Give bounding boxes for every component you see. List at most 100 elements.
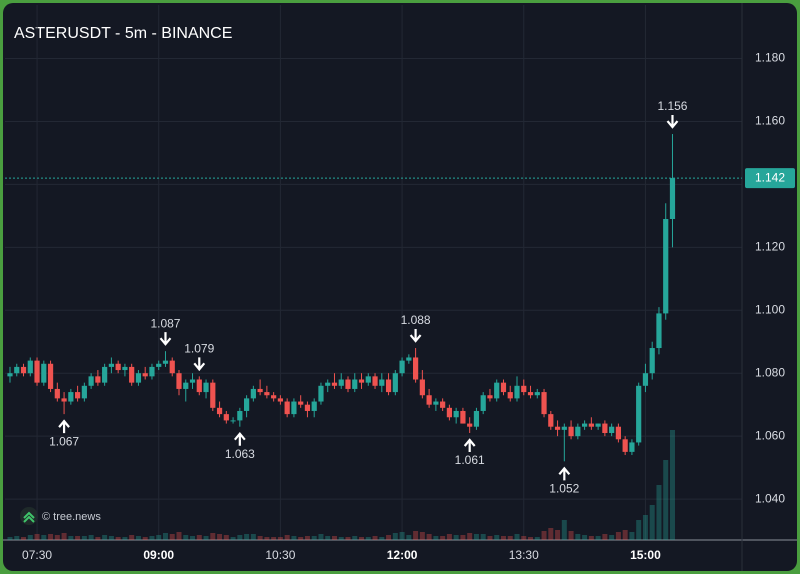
volume-bar — [169, 534, 175, 540]
volume-bar — [68, 536, 74, 540]
candle-body — [602, 423, 608, 433]
y-tick-label: 1.180 — [755, 51, 785, 65]
candles — [7, 134, 676, 540]
high-label: 1.088 — [401, 313, 431, 327]
candle-body — [250, 388, 256, 399]
candle-body — [595, 423, 601, 427]
volume-bar — [575, 534, 581, 540]
candle-body — [561, 426, 567, 430]
candle-body — [352, 379, 358, 389]
x-tick-label: 12:00 — [387, 548, 418, 562]
volume-bar — [183, 535, 189, 540]
candle-body — [521, 385, 527, 393]
candle-body — [446, 407, 452, 418]
volume-bar — [500, 536, 506, 540]
volume-bar — [446, 534, 452, 540]
low-label: 1.052 — [549, 481, 579, 495]
candle-body — [162, 360, 169, 364]
candle-body — [156, 363, 162, 367]
volume-bar — [203, 536, 209, 540]
high-label: 1.079 — [184, 342, 214, 356]
candle-body — [534, 392, 540, 396]
candle-body — [149, 366, 155, 377]
candle-body — [122, 366, 128, 371]
volume-bar — [399, 532, 405, 540]
volume-bar — [34, 534, 40, 540]
candle-body — [108, 363, 114, 367]
volume-bar — [210, 533, 216, 540]
candle-body — [622, 439, 628, 452]
chart-title: ASTERUSDT - 5m - BINANCE — [14, 25, 232, 42]
candle-body — [277, 398, 283, 402]
candle-body — [95, 376, 101, 383]
candle-body — [358, 379, 365, 383]
candle-body — [406, 357, 412, 361]
volume-bar — [622, 530, 628, 540]
volume-bar — [588, 536, 594, 540]
low-label: 1.061 — [455, 453, 485, 467]
chart-frame: ASTERUSDT - 5m - BINANCE © tree.news 1.0… — [3, 3, 797, 571]
volume-bar — [656, 485, 662, 540]
x-tick-label: 09:00 — [143, 548, 174, 562]
candle-body — [47, 363, 54, 389]
volume-bar — [21, 537, 27, 540]
volume-bar — [331, 536, 337, 540]
volume-bar — [27, 535, 33, 540]
volume-bar — [345, 537, 351, 540]
candle-body — [379, 379, 385, 386]
candle-body — [203, 382, 209, 393]
volume-bar — [365, 537, 371, 540]
arrow-up — [233, 431, 246, 446]
volume-bar — [217, 534, 223, 540]
candle-body — [609, 426, 615, 433]
candle-body — [385, 379, 392, 393]
candle-body — [20, 366, 27, 374]
volume-bar — [642, 515, 648, 540]
candle-body — [14, 366, 20, 374]
volume-bar — [135, 536, 141, 540]
candle-body — [453, 410, 459, 418]
volume-bar — [122, 537, 128, 540]
candle-body — [257, 388, 263, 393]
candle-body — [460, 410, 466, 424]
candle-body — [615, 426, 621, 440]
candle-body — [419, 379, 425, 396]
candle-body — [656, 313, 662, 349]
volume-bar — [541, 531, 547, 540]
volume-bar — [494, 535, 500, 540]
volume-bar — [615, 532, 621, 540]
candle-body — [183, 382, 189, 389]
candle-body — [331, 382, 338, 386]
candle-body — [81, 385, 87, 399]
candle-body — [230, 420, 236, 422]
watermark-icon — [20, 507, 38, 525]
candle-body — [541, 392, 547, 415]
volume-bar — [176, 532, 182, 540]
candle-body — [345, 379, 351, 389]
candle-body — [54, 388, 60, 399]
volume-bar — [41, 535, 47, 540]
candle-body — [264, 392, 270, 396]
volume-bar — [95, 537, 101, 540]
candle-body — [548, 414, 554, 427]
candle-body — [365, 376, 371, 383]
candle-body — [473, 410, 480, 427]
candle-body — [642, 373, 649, 386]
arrow-down — [159, 332, 172, 346]
candle-body — [392, 373, 398, 393]
volume-bar — [379, 537, 385, 540]
candle-body — [318, 385, 324, 402]
candle-body — [176, 373, 182, 389]
candle-body — [41, 363, 47, 383]
volume-bar — [669, 430, 675, 540]
x-tick-label: 15:00 — [630, 548, 661, 562]
volume-bar — [115, 537, 121, 540]
volume-bar — [392, 533, 398, 540]
candle-body — [500, 382, 507, 393]
volume-bar — [561, 520, 567, 540]
candle-body — [426, 395, 432, 405]
volume-bar — [582, 535, 588, 540]
volume-bar — [602, 534, 608, 540]
volume-bar — [595, 536, 601, 540]
volume-bar — [487, 536, 493, 540]
